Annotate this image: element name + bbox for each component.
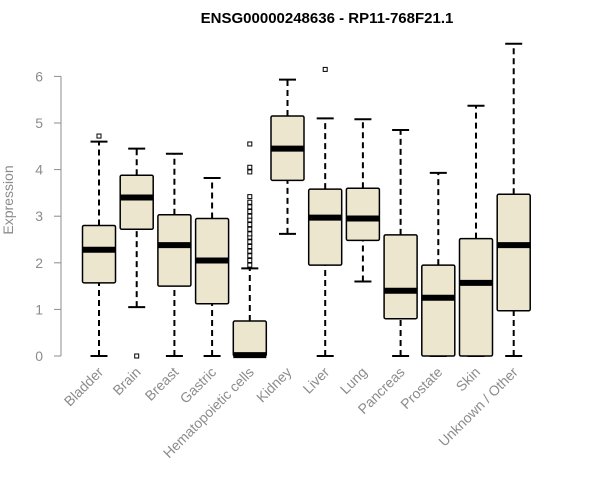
outlier-bladder bbox=[96, 133, 102, 139]
outlier-hematopoietic-cells bbox=[247, 169, 253, 175]
outlier-hematopoietic-cells bbox=[247, 239, 253, 245]
x-tick-label-skin: Skin bbox=[453, 364, 484, 395]
box-hematopoietic-cells bbox=[232, 320, 268, 357]
box-pancreas bbox=[383, 234, 418, 320]
outlier-liver bbox=[322, 66, 328, 72]
box-brain bbox=[119, 174, 154, 230]
box-breast bbox=[157, 214, 192, 287]
outlier-hematopoietic-cells bbox=[247, 253, 253, 259]
outlier-hematopoietic-cells bbox=[247, 209, 253, 215]
outlier-hematopoietic-cells bbox=[247, 231, 253, 237]
outlier-hematopoietic-cells bbox=[247, 257, 253, 263]
x-tick-label-breast: Breast bbox=[142, 364, 182, 404]
y-tick-label: 0 bbox=[35, 348, 43, 364]
outlier-hematopoietic-cells bbox=[247, 262, 253, 268]
chart-title: ENSG00000248636 - RP11-768F21.1 bbox=[201, 10, 454, 27]
y-tick-label: 6 bbox=[35, 68, 43, 84]
outlier-hematopoietic-cells bbox=[247, 248, 253, 254]
outlier-hematopoietic-cells bbox=[247, 213, 253, 219]
outlier-hematopoietic-cells bbox=[247, 243, 253, 249]
outlier-hematopoietic-cells bbox=[247, 164, 253, 170]
outlier-hematopoietic-cells bbox=[247, 204, 253, 210]
y-tick-label: 3 bbox=[35, 208, 43, 224]
y-tick-label: 4 bbox=[35, 162, 43, 178]
box-skin bbox=[458, 237, 494, 357]
outlier-hematopoietic-cells bbox=[247, 194, 253, 200]
x-tick-label-brain: Brain bbox=[109, 364, 143, 398]
outlier-hematopoietic-cells bbox=[247, 222, 253, 228]
x-tick-label-lung: Lung bbox=[337, 364, 370, 397]
y-tick-label: 5 bbox=[35, 115, 43, 131]
box-bladder bbox=[81, 224, 117, 284]
box-unknown-other bbox=[496, 193, 531, 312]
outlier-hematopoietic-cells bbox=[247, 226, 253, 232]
y-tick-label: 1 bbox=[35, 301, 43, 317]
y-axis-label: Expression bbox=[0, 165, 16, 234]
box-prostate bbox=[421, 264, 456, 357]
x-tick-label-liver: Liver bbox=[300, 364, 333, 397]
x-tick-label-prostate: Prostate bbox=[397, 364, 445, 412]
box-liver bbox=[307, 188, 343, 266]
x-tick-label-bladder: Bladder bbox=[61, 364, 107, 410]
outlier-brain bbox=[134, 353, 140, 359]
outlier-hematopoietic-cells bbox=[247, 141, 253, 147]
x-tick-label-kidney: Kidney bbox=[253, 364, 295, 406]
y-tick-label: 2 bbox=[35, 255, 43, 271]
outlier-hematopoietic-cells bbox=[247, 199, 253, 205]
box-lung bbox=[345, 187, 381, 242]
